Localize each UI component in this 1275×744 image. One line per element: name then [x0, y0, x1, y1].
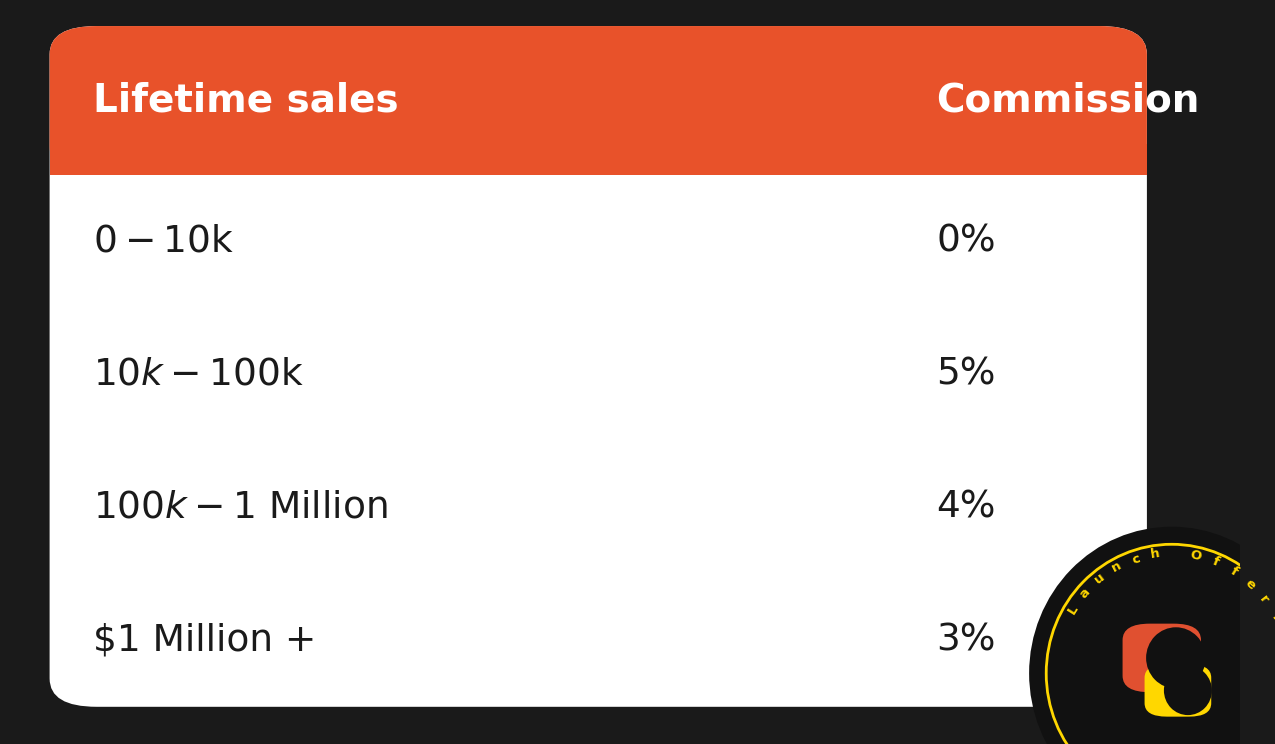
Text: 3%: 3%: [936, 622, 996, 658]
FancyBboxPatch shape: [1145, 664, 1211, 716]
Text: c: c: [1130, 551, 1141, 566]
Text: f: f: [1210, 555, 1220, 569]
Text: u: u: [1091, 571, 1108, 586]
Text: $10k - $100k: $10k - $100k: [93, 356, 303, 392]
Ellipse shape: [1164, 666, 1213, 715]
Text: r: r: [1257, 593, 1271, 606]
Text: a: a: [1077, 586, 1093, 600]
Text: Lifetime sales: Lifetime sales: [93, 81, 399, 120]
Text: 4%: 4%: [936, 490, 996, 525]
Text: O: O: [1190, 548, 1202, 563]
Text: L: L: [1065, 603, 1080, 617]
Text: f: f: [1228, 564, 1239, 578]
Text: $1 Million +: $1 Million +: [93, 622, 316, 658]
Ellipse shape: [1146, 627, 1206, 688]
Ellipse shape: [1029, 527, 1275, 744]
FancyBboxPatch shape: [1122, 623, 1201, 692]
Text: $0 - $10k: $0 - $10k: [93, 223, 235, 260]
Bar: [50, 144, 1148, 175]
FancyBboxPatch shape: [50, 26, 1148, 707]
Text: e: e: [1242, 576, 1257, 591]
Text: !: !: [1267, 611, 1275, 623]
FancyBboxPatch shape: [50, 26, 1148, 175]
Text: 0%: 0%: [936, 223, 996, 260]
Text: n: n: [1109, 559, 1125, 575]
Text: $100k - $1 Million: $100k - $1 Million: [93, 490, 388, 525]
Text: h: h: [1150, 547, 1162, 561]
Text: Commission: Commission: [936, 81, 1200, 120]
Text: 5%: 5%: [936, 356, 996, 392]
